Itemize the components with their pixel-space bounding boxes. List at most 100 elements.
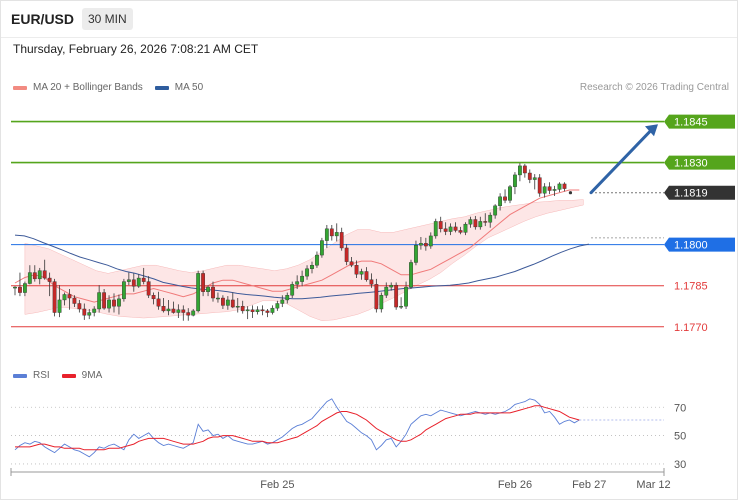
- candle-body: [87, 312, 92, 316]
- current-price-dot: [568, 191, 573, 195]
- candle-body: [250, 309, 255, 312]
- candle-body: [280, 299, 285, 304]
- candle-body: [532, 177, 537, 180]
- legend-label-ma50: MA 50: [174, 82, 204, 93]
- candle-body: [518, 165, 522, 176]
- rsi-line: [14, 398, 580, 458]
- candle-body: [295, 281, 300, 285]
- legend-swatch-ma50: [154, 85, 169, 90]
- candle-body: [310, 264, 314, 269]
- candle-body: [67, 294, 72, 299]
- candle-body: [513, 174, 517, 187]
- candle-body: [320, 240, 324, 256]
- legend-label-ma20: MA 20 + Bollinger Bands: [33, 82, 143, 93]
- candle-body: [473, 219, 478, 228]
- rsi-tick-label-70: 70: [674, 402, 686, 414]
- rsi-legend: RSI 9MA: [13, 370, 114, 381]
- candle-body: [176, 309, 181, 313]
- candle-body: [527, 172, 532, 180]
- candle-body: [438, 221, 443, 230]
- level-label-1-1770: 1.1770: [674, 322, 708, 334]
- candle-body: [171, 308, 176, 313]
- candle-body: [562, 183, 567, 189]
- candle-body: [121, 281, 126, 300]
- candle-body: [220, 297, 225, 306]
- candle-body: [384, 286, 389, 296]
- candle-body: [364, 271, 369, 280]
- candle-body: [369, 279, 374, 285]
- candle-body: [498, 196, 502, 207]
- candle-body: [260, 309, 265, 312]
- candle-body: [354, 264, 359, 275]
- candle-body: [196, 273, 201, 312]
- level-label-1-1819: 1.1819: [674, 188, 708, 200]
- price-legend: MA 20 + Bollinger Bands MA 50: [13, 82, 215, 93]
- candle-body: [206, 286, 210, 292]
- candle-body: [503, 196, 507, 201]
- candle-body: [47, 277, 52, 282]
- candle-body: [225, 299, 230, 306]
- legend-item-rsi: RSI: [13, 370, 50, 381]
- candle-body: [324, 228, 329, 241]
- candle-body: [191, 310, 196, 316]
- candle-body: [537, 177, 542, 194]
- rsi-tick-label-50: 50: [674, 431, 686, 443]
- candle-body: [290, 284, 295, 296]
- candle-body: [112, 299, 116, 307]
- candle-body: [339, 232, 344, 249]
- candle-body: [255, 309, 260, 312]
- x-tick-label: Mar 12: [636, 479, 670, 491]
- candle-body: [389, 284, 394, 288]
- candle-body: [300, 275, 304, 282]
- candle-body: [161, 306, 166, 312]
- candle-body: [374, 284, 379, 310]
- candle-body: [181, 309, 186, 313]
- candle-body: [117, 298, 121, 307]
- legend-swatch-rsi: [13, 373, 27, 378]
- rsi-tick-label-30: 30: [674, 459, 686, 471]
- candle-body: [329, 228, 334, 237]
- candle-body: [52, 281, 57, 313]
- candle-body: [216, 297, 220, 300]
- candle-body: [27, 272, 32, 284]
- bollinger-band-area: [24, 199, 584, 321]
- candle-body: [97, 292, 102, 310]
- candle-body: [82, 308, 87, 316]
- level-tag-1-1830: [664, 155, 735, 170]
- candle-body: [62, 294, 67, 301]
- candle-body: [453, 226, 458, 231]
- candle-body: [522, 165, 527, 174]
- candle-body: [423, 243, 428, 247]
- candle-body: [141, 277, 146, 282]
- ma50-line: [14, 234, 590, 300]
- candle-body: [379, 295, 384, 310]
- legend-label-rsi: RSI: [33, 370, 50, 381]
- x-tick-label: Feb 25: [260, 479, 294, 491]
- candle-body: [285, 295, 290, 301]
- candle-body: [557, 183, 562, 190]
- projection-arrow-head: [645, 124, 658, 137]
- candle-body: [72, 297, 77, 304]
- chart-header: EUR/USD 30 MIN: [1, 1, 737, 38]
- candle-body: [344, 247, 349, 262]
- candle-body: [275, 303, 280, 309]
- level-tag-1-1845: [664, 114, 735, 129]
- candle-body: [32, 272, 37, 280]
- candle-body: [409, 262, 413, 288]
- datetime-label: Thursday, February 26, 2026 7:08:21 AM C…: [13, 42, 259, 56]
- candle-body: [483, 221, 488, 223]
- candle-body: [305, 268, 309, 277]
- x-tick-label: Feb 26: [498, 479, 532, 491]
- candle-body: [57, 299, 62, 313]
- candle-body: [245, 309, 250, 312]
- candle-body: [394, 284, 399, 308]
- candle-body: [92, 308, 97, 313]
- legend-item-9ma: 9MA: [61, 370, 102, 381]
- legend-item-ma20: MA 20 + Bollinger Bands: [13, 82, 143, 93]
- candle-body: [542, 186, 547, 194]
- candle-body: [493, 205, 498, 216]
- copyright-label: Research © 2026 Trading Central: [579, 82, 729, 93]
- timeframe-badge[interactable]: 30 MIN: [82, 8, 133, 30]
